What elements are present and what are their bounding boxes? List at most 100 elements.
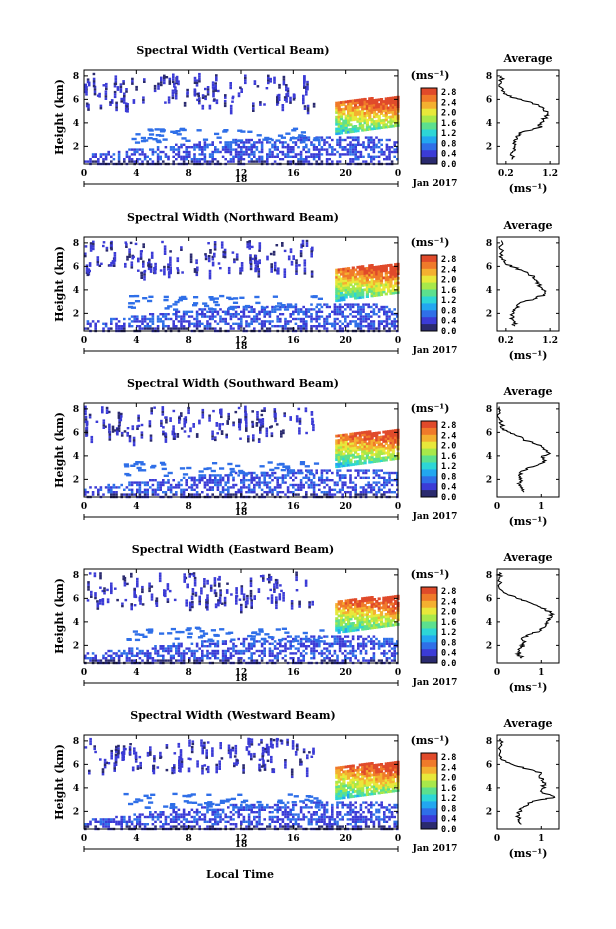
heatmap-cell bbox=[320, 469, 324, 472]
heatmap-cell bbox=[346, 635, 350, 638]
heatmap-cell bbox=[263, 642, 266, 645]
heatmap-cell bbox=[333, 642, 337, 645]
y-tick-label: 4 bbox=[73, 119, 79, 129]
heatmap-cell bbox=[393, 649, 396, 653]
heatmap-cell bbox=[320, 649, 324, 653]
heatmap-cell bbox=[245, 150, 248, 154]
heatmap-cell bbox=[359, 315, 363, 318]
heatmap-cell bbox=[363, 440, 367, 444]
heatmap-cell bbox=[333, 313, 337, 316]
heatmap-cell bbox=[273, 645, 277, 648]
heatmap-cell bbox=[142, 297, 148, 300]
heatmap-cell bbox=[206, 479, 209, 482]
heatmap-cell bbox=[347, 128, 351, 132]
heatmap-cell bbox=[336, 657, 339, 660]
heatmap-cell bbox=[208, 657, 212, 660]
heatmap-cell bbox=[297, 469, 300, 472]
heatmap-cell bbox=[190, 476, 194, 479]
heatmap-cell bbox=[372, 287, 377, 290]
heatmap-cell bbox=[167, 652, 170, 655]
heatmap-cell bbox=[320, 640, 324, 643]
heatmap-cell bbox=[347, 463, 351, 467]
heatmap-cell bbox=[396, 158, 399, 161]
heatmap-cell bbox=[307, 315, 311, 318]
heatmap-cell bbox=[333, 320, 337, 323]
heatmap-cell bbox=[349, 458, 353, 462]
heatmap-cell bbox=[136, 488, 139, 491]
heatmap-cell bbox=[307, 483, 311, 487]
heatmap-cell bbox=[385, 659, 389, 662]
heatmap-cell bbox=[351, 108, 355, 112]
heatmap-cell bbox=[196, 268, 199, 272]
heatmap-cell bbox=[211, 432, 214, 436]
heatmap-cell bbox=[363, 274, 367, 278]
date-label: Jan 2017 bbox=[412, 346, 458, 356]
heatmap-cell bbox=[177, 155, 181, 158]
heatmap-cell bbox=[269, 80, 272, 83]
heatmap-cell bbox=[295, 417, 299, 420]
heatmap-cell bbox=[370, 108, 374, 112]
heatmap-cell bbox=[305, 155, 308, 158]
heatmap-cell bbox=[368, 442, 372, 445]
heatmap-cell bbox=[375, 455, 379, 458]
heatmap-cell bbox=[375, 282, 379, 285]
heatmap-cell bbox=[143, 327, 147, 330]
heatmap-cell bbox=[339, 101, 344, 104]
heatmap-cell bbox=[169, 146, 173, 149]
heatmap-cell bbox=[339, 457, 344, 461]
heatmap-cell bbox=[114, 77, 118, 81]
heatmap-cell bbox=[253, 327, 256, 330]
heatmap-cell bbox=[237, 129, 243, 132]
heatmap-cell bbox=[347, 459, 351, 462]
heatmap-cell bbox=[368, 106, 372, 110]
heatmap-cell bbox=[284, 327, 287, 330]
heatmap-cell bbox=[359, 305, 363, 309]
heatmap-cell bbox=[140, 274, 143, 277]
heatmap-cell bbox=[149, 654, 152, 657]
heatmap-cell bbox=[223, 102, 227, 105]
heatmap-cell bbox=[206, 488, 209, 491]
heatmap-cell bbox=[280, 430, 283, 433]
heatmap-cell bbox=[349, 141, 352, 144]
heatmap-cell bbox=[244, 605, 248, 609]
heatmap-cell bbox=[336, 483, 339, 487]
heatmap-cell bbox=[215, 424, 219, 427]
heatmap-cell bbox=[281, 325, 285, 328]
day-label: 18 bbox=[235, 175, 248, 185]
heatmap-cell bbox=[396, 474, 399, 477]
heatmap-cell bbox=[130, 320, 134, 323]
heatmap-cell bbox=[234, 155, 238, 158]
heatmap-cell bbox=[125, 155, 129, 158]
heatmap-cell bbox=[344, 474, 347, 477]
heatmap-cell bbox=[342, 124, 346, 128]
heatmap-cell bbox=[203, 481, 207, 484]
heatmap-cell bbox=[209, 298, 215, 301]
heatmap-cell bbox=[305, 239, 309, 243]
heatmap-cell bbox=[177, 647, 181, 650]
heatmap-cell bbox=[354, 277, 358, 281]
heatmap-cell bbox=[169, 647, 173, 650]
heatmap-cell bbox=[211, 153, 214, 156]
heatmap-cell bbox=[169, 419, 172, 422]
heatmap-cell bbox=[351, 158, 355, 161]
heatmap-cell bbox=[393, 313, 396, 316]
heatmap-cell bbox=[260, 148, 264, 151]
heatmap-cell bbox=[354, 108, 358, 112]
heatmap-cell bbox=[247, 479, 251, 482]
heatmap-cell bbox=[216, 474, 220, 477]
heatmap-cell bbox=[203, 158, 207, 161]
heatmap-cell bbox=[211, 150, 214, 154]
heatmap-cell bbox=[138, 325, 142, 328]
heatmap-cell bbox=[294, 310, 298, 313]
x-tick-label: 0 bbox=[395, 336, 401, 346]
heatmap-cell bbox=[211, 649, 214, 653]
heatmap-cell bbox=[388, 471, 391, 475]
heatmap-cell bbox=[289, 305, 295, 308]
heatmap-cell bbox=[224, 148, 227, 151]
heatmap-cell bbox=[358, 103, 362, 107]
heatmap-cell bbox=[318, 148, 321, 151]
heatmap-cell bbox=[271, 310, 274, 313]
heatmap-cell bbox=[203, 153, 207, 156]
heatmap-cell bbox=[361, 265, 365, 268]
heatmap-cell bbox=[337, 465, 341, 468]
